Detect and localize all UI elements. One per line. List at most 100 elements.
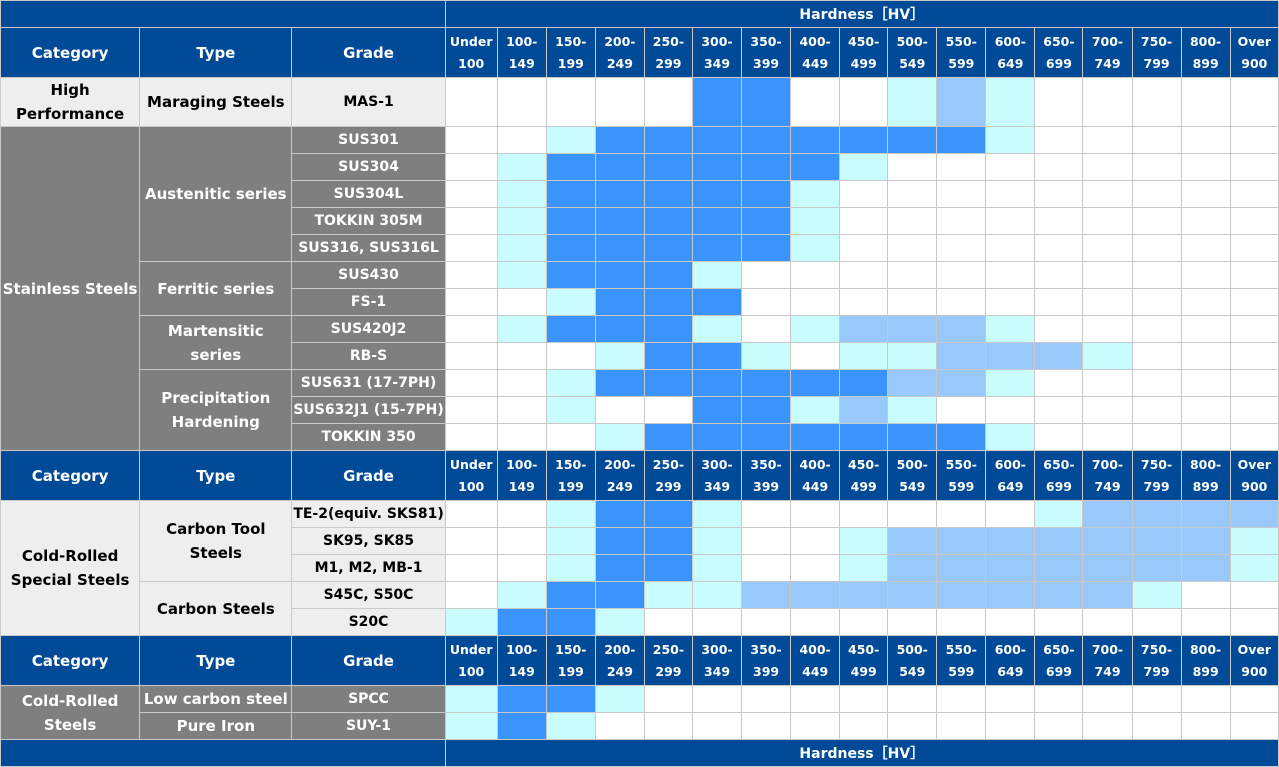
hardness-range-line: Over [1237,456,1272,472]
hardness-level-cell [1229,608,1279,636]
hardness-level-cell [741,342,792,370]
column-header-row: Category Type Grade Under 100 100- 149 150- 199 2… [0,450,1279,501]
hardness-level-cell [1180,153,1231,181]
hardness-range-line: 150- [555,456,587,472]
hardness-level-cell [1034,581,1084,609]
hardness-range-line: 600- [994,33,1026,49]
hardness-range-line: 150- [555,33,587,49]
hardness-level-cell [643,712,693,740]
type-cell: Martensitic series [139,315,293,370]
hardness-level-cell [643,207,693,235]
hardness-range-header: 600- 649 [985,635,1036,686]
hardness-range-header: 500- 549 [887,635,938,686]
hardness-level-cell [444,369,498,397]
hardness-level-cell [643,77,693,127]
grade-cell: SUS420J2 [291,315,446,343]
hardness-level-cell [741,685,792,713]
hardness-level-cell [691,288,743,316]
hardness-level-cell [594,126,645,154]
table-row: SUS304 [1,153,1279,181]
hardness-level-cell [936,396,987,424]
hardness-level-cell [1180,527,1231,555]
hardness-level-cell [887,315,938,343]
hardness-level-cell [1082,369,1133,397]
hardness-level-cell [1034,288,1084,316]
hardness-level-cell [741,77,792,127]
hardness-level-cell [1131,581,1182,609]
type-cell: Low carbon steel [139,685,293,713]
hardness-range-header: 250- 299 [643,635,693,686]
title-spacer [0,739,446,767]
hardness-level-cell [985,342,1036,370]
table-row: Ferritic series SUS430 [1,261,1279,316]
hardness-level-cell [1034,527,1084,555]
hardness-level-cell [691,527,743,555]
grade-cell: M1, M2, MB-1 [291,554,446,582]
hardness-range-line: 350- [750,33,782,49]
grade-cell: SPCC [291,685,446,713]
hardness-level-cell [1229,685,1279,713]
hardness-range-line: 100- [506,641,538,657]
hardness-level-cell [1229,261,1279,289]
grade-cell: SUS430 [291,261,446,289]
hardness-range-header: Under 100 [444,635,498,686]
hardness-range-line: 200- [604,456,636,472]
hardness-level-cell [887,369,938,397]
hardness-level-cell [1229,527,1279,555]
hardness-level-cell [985,126,1036,154]
hardness-range-line: 650- [1043,641,1075,657]
hardness-range-header: 800- 899 [1180,27,1231,78]
hardness-range-line: 599 [948,55,975,71]
hardness-level-cell [1180,554,1231,582]
hardness-level-cell [545,369,596,397]
hardness-range-line: 750- [1140,641,1173,657]
hardness-level-cell [691,685,743,713]
hardness-level-cell [790,527,841,555]
hardness-level-cell [1229,342,1279,370]
hardness-range-line: 500- [896,641,928,657]
column-header-row: Category Type Grade Under 100 100- 149 150- 199 2… [0,27,1279,78]
hardness-range-line: 899 [1192,55,1219,71]
hardness-level-cell [594,396,645,424]
hardness-level-cell [545,500,596,528]
hardness-level-cell [496,527,547,555]
hardness-range-line: 650- [1043,456,1075,472]
hardness-level-cell [790,261,841,289]
hardness-level-cell [594,712,645,740]
hardness-range-line: 649 [997,663,1024,679]
hardness-range-line: Under [449,456,493,472]
category-line: Stainless Steels [2,279,138,298]
hardness-level-cell [839,315,889,343]
hardness-level-cell [1180,207,1231,235]
hardness-level-cell [545,554,596,582]
hardness-level-cell [545,77,596,127]
hardness-level-cell [545,608,596,636]
hardness-level-cell [1131,126,1182,154]
hardness-level-cell [643,342,693,370]
hardness-level-cell [1180,234,1231,262]
hardness-level-cell [1180,685,1231,713]
hardness-level-cell [1082,315,1133,343]
hardness-level-cell [1082,153,1133,181]
hardness-level-cell [643,369,693,397]
hardness-range-header: Over 900 [1229,450,1279,501]
hardness-range-header: 600- 649 [985,450,1036,501]
hardness-level-cell [1034,153,1084,181]
hardness-range-header: 650- 699 [1034,27,1084,78]
type-cell: Carbon Steels [139,581,293,636]
hardness-level-cell [643,288,693,316]
hardness-level-cell [643,527,693,555]
hardness-level-cell [1180,396,1231,424]
hardness-level-cell [594,261,645,289]
hardness-level-cell [1131,396,1182,424]
hardness-level-cell [643,315,693,343]
type-line: Carbon Steels [156,599,275,618]
hardness-range-line: 199 [557,55,584,71]
hardness-level-cell [790,554,841,582]
hardness-range-line: 700- [1091,641,1124,657]
hardness-range-line: 900 [1241,55,1268,71]
grade-cell: RB-S [291,342,446,370]
hardness-range-line: 149 [508,663,535,679]
hardness-range-line: 799 [1143,478,1170,494]
hardness-range-header: 100- 149 [496,635,547,686]
